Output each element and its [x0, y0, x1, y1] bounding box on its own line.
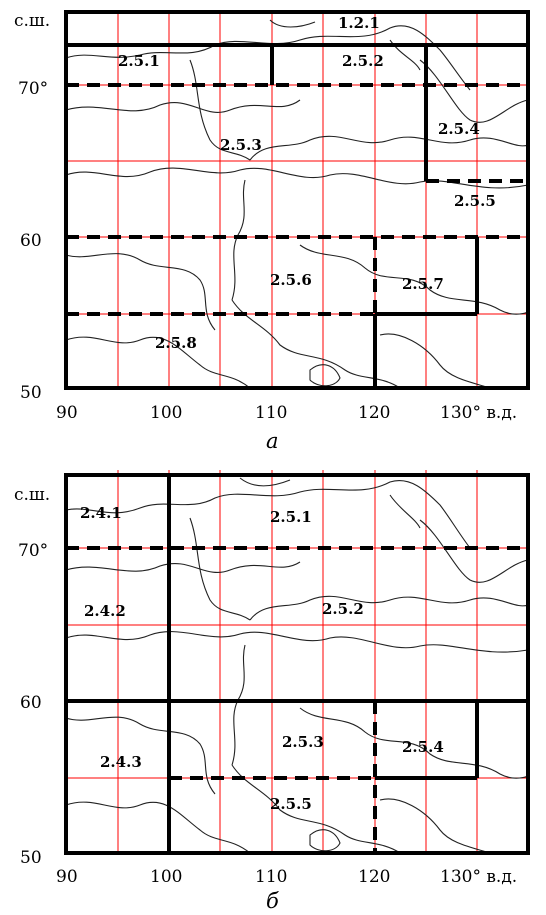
zone-label: 2.5.2 — [322, 600, 364, 618]
lat-tick: 50 — [20, 383, 42, 403]
lon-tick: 120 — [358, 867, 390, 887]
latitude-label: с.ш. — [14, 485, 50, 505]
lat-tick: 60 — [20, 231, 42, 251]
lon-tick: 130° в.д. — [440, 403, 517, 423]
latitude-label: с.ш. — [14, 11, 50, 31]
lon-tick: 90 — [56, 867, 78, 887]
lon-tick: 100 — [150, 867, 182, 887]
panel-caption: б — [266, 889, 279, 913]
zone-label: 2.5.1 — [270, 508, 312, 526]
zone-label: 2.5.2 — [342, 52, 384, 70]
zone-boundaries-a — [64, 10, 530, 390]
lat-tick: 70° — [18, 541, 48, 561]
lon-tick: 110 — [255, 867, 287, 887]
zone-label: 2.5.7 — [402, 275, 444, 293]
panel-caption: а — [266, 429, 279, 453]
zone-label: 2.5.4 — [402, 738, 444, 756]
lon-tick: 130° в.д. — [440, 867, 517, 887]
zone-label: 2.4.1 — [80, 504, 122, 522]
coastlines-a — [65, 19, 529, 389]
lat-tick: 70° — [18, 79, 48, 99]
lat-tick: 50 — [20, 848, 42, 868]
lon-tick: 110 — [255, 403, 287, 423]
zone-label: 2.5.6 — [270, 271, 312, 289]
zone-label: 2.5.8 — [155, 334, 197, 352]
zone-label: 1.2.1 — [338, 14, 380, 32]
zone-label: 2.5.5 — [454, 192, 496, 210]
zone-label: 2.4.3 — [100, 753, 142, 771]
zone-label: 2.5.1 — [118, 52, 160, 70]
map-panel-b: 2.4.1 2.5.1 2.4.2 2.5.2 2.4.3 2.5.3 2.5.… — [14, 470, 530, 913]
zone-label: 2.5.5 — [270, 795, 312, 813]
zone-boundaries-b — [64, 473, 530, 855]
zone-label: 2.5.4 — [438, 120, 480, 138]
coastlines-b — [65, 477, 529, 854]
lon-tick: 90 — [56, 403, 78, 423]
lon-tick: 100 — [150, 403, 182, 423]
zone-label: 2.4.2 — [84, 602, 126, 620]
map-panel-a: 1.2.1 2.5.1 2.5.2 2.5.3 2.5.4 2.5.5 2.5.… — [14, 10, 530, 453]
zone-label: 2.5.3 — [282, 733, 324, 751]
zone-label: 2.5.3 — [220, 136, 262, 154]
lon-tick: 120 — [358, 403, 390, 423]
lat-tick: 60 — [20, 693, 42, 713]
